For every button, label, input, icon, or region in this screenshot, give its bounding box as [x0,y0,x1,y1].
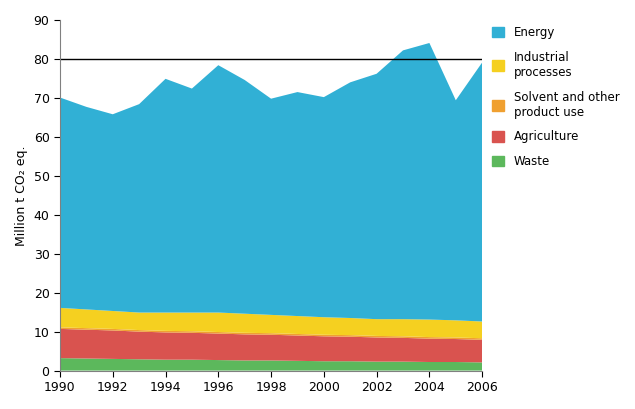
Y-axis label: Million t CO₂ eq.: Million t CO₂ eq. [15,145,28,245]
Legend: Energy, Industrial
processes, Solvent and other
product use, Agriculture, Waste: Energy, Industrial processes, Solvent an… [492,26,619,168]
